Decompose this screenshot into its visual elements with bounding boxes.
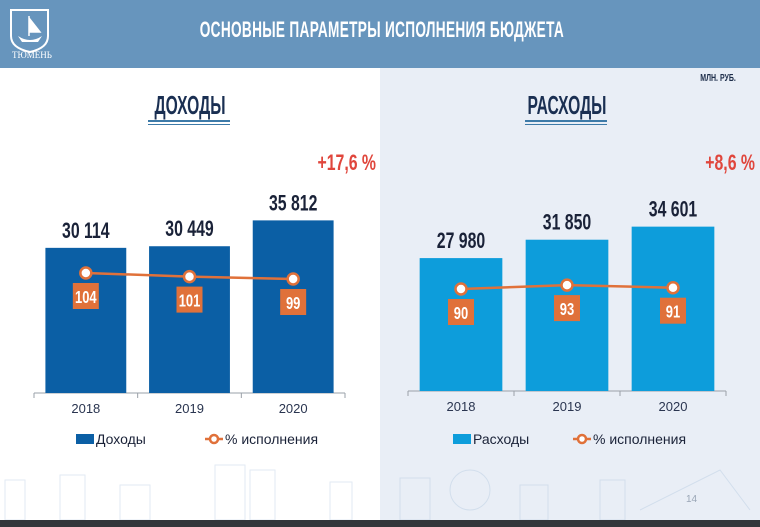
footer-bar [0, 520, 760, 527]
percent-point [454, 282, 468, 296]
legend-line-marker [208, 433, 220, 445]
x-tick-label: 2018 [71, 401, 100, 416]
percent-label-box [554, 295, 580, 322]
bar-value-label: 27 980 [437, 230, 485, 254]
legend-bar-label: Доходы [96, 431, 146, 447]
page-title: ОСНОВНЫЕ ПАРАМЕТРЫ ИСПОЛНЕНИЯ БЮДЖЕТА [199, 17, 565, 42]
expenses-title-underline-2 [525, 124, 607, 125]
percent-point [79, 266, 93, 280]
percent-label: 104 [75, 288, 97, 308]
percent-label-box [176, 286, 203, 313]
percent-point [286, 272, 300, 286]
bar-value-label: 30 114 [62, 219, 110, 243]
bar-value-label: 30 449 [165, 218, 213, 242]
percent-label-box [72, 283, 99, 309]
expenses-title-underline [525, 120, 607, 122]
income-title-underline-2 [148, 124, 230, 125]
x-tick-label: 2018 [447, 399, 476, 414]
x-tick-label: 2019 [175, 401, 204, 416]
income-title: ДОХОДЫ [154, 90, 226, 120]
percent-label: 101 [179, 292, 201, 312]
bar-2019 [149, 246, 230, 393]
legend-line-label: % исполнения [225, 431, 318, 447]
bar-value-label: 31 850 [543, 211, 591, 235]
header: ТЮМЕНЬ ОСНОВНЫЕ ПАРАМЕТРЫ ИСПОЛНЕНИЯ БЮД… [0, 0, 760, 68]
percent-label-box [448, 299, 474, 325]
percent-point [560, 278, 574, 292]
page-number: 14 [686, 494, 698, 505]
legend-line-label: % исполнения [593, 431, 686, 447]
legend-line-marker [576, 433, 588, 445]
percent-point [666, 280, 680, 295]
unit-label: МЛН. РУБ. [700, 73, 736, 84]
percent-label: 93 [560, 300, 575, 320]
legend-bar-swatch [76, 434, 94, 444]
growth-annotation: +17,6 % [317, 152, 376, 176]
bar-value-label: 34 601 [649, 198, 698, 222]
growth-annotation: +8,6 % [705, 152, 755, 176]
x-tick-label: 2019 [553, 399, 582, 414]
x-tick-label: 2020 [659, 399, 688, 414]
legend-bar-label: Расходы [473, 431, 529, 447]
percent-label: 99 [286, 294, 301, 314]
tyumen-coat-of-arms-logo [10, 9, 49, 54]
percent-label: 91 [666, 303, 681, 323]
expenses-title: РАСХОДЫ [527, 90, 607, 120]
city-skyline-decoration [4, 464, 751, 520]
legend-bar-swatch [453, 434, 471, 444]
bar-value-label: 35 812 [269, 192, 317, 216]
percent-label-box [660, 297, 686, 324]
percent-point [182, 269, 197, 284]
percent-label: 90 [454, 304, 469, 324]
income-title-underline [148, 120, 230, 122]
logo-text: ТЮМЕНЬ [12, 50, 52, 60]
percent-label-box [280, 289, 307, 315]
x-tick-label: 2020 [279, 401, 308, 416]
